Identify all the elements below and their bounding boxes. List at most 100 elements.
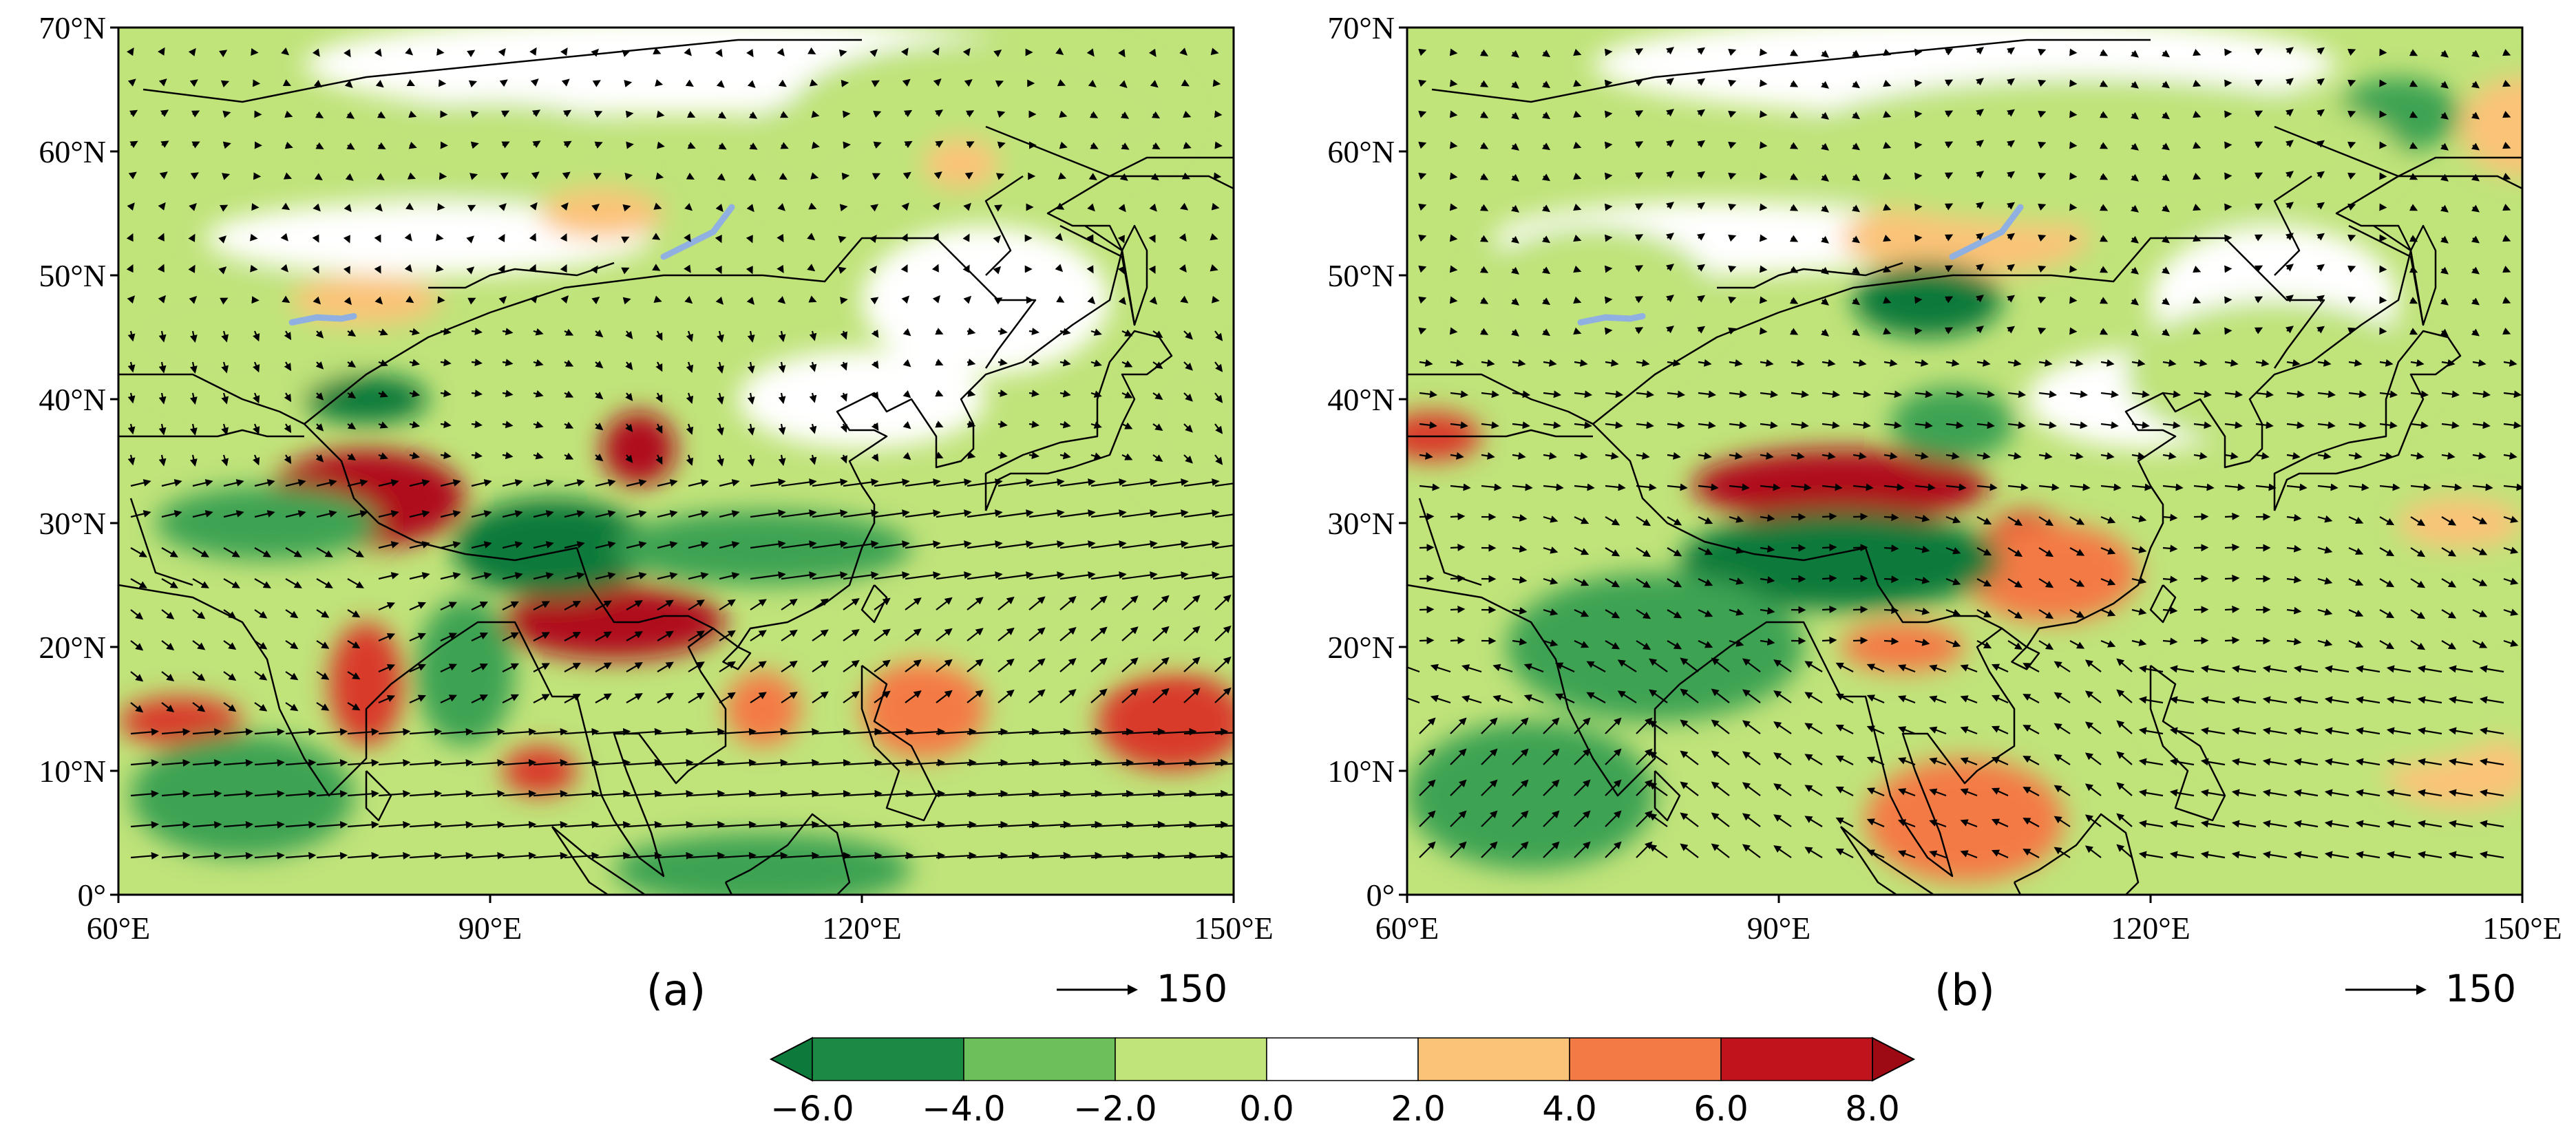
wind-vector (533, 541, 554, 549)
wind-vector (405, 295, 414, 304)
wind-vector (1059, 141, 1068, 149)
wind-vector (502, 541, 523, 549)
wind-vector (997, 478, 1034, 487)
wind-vector (871, 80, 880, 87)
wind-vector (595, 510, 616, 518)
wind-vector (932, 47, 940, 56)
wind-vector (529, 47, 537, 56)
anomaly-contour-region (1841, 622, 1965, 672)
wind-vector (1090, 390, 1102, 398)
wind-vector (1183, 110, 1192, 118)
wind-vector (965, 110, 975, 118)
wind-vector (1852, 544, 1868, 552)
wind-vector (376, 173, 385, 181)
wind-vector (931, 233, 939, 242)
panel-label: (b) (1934, 965, 1995, 1015)
wind-vector (378, 633, 396, 642)
wind-vector (471, 633, 488, 641)
wind-vector (1822, 512, 1837, 520)
wind-vector (1914, 327, 1923, 335)
wind-vector (192, 547, 209, 557)
colorbar-labels: −6.0 −4.0 −2.0 0.0 2.0 4.0 6.0 8.0 (770, 1089, 1899, 1129)
wind-vector (1121, 571, 1158, 580)
wind-vector (1059, 571, 1096, 580)
wind-vector (530, 78, 539, 87)
coastline (142, 39, 862, 103)
wind-vector (564, 572, 585, 580)
wind-vector (933, 171, 942, 180)
anomaly-contour-region (2398, 498, 2522, 548)
wind-vector (2224, 574, 2240, 582)
wind-vector (223, 609, 237, 619)
wind-vector (158, 330, 167, 343)
wind-vector (129, 109, 138, 118)
wind-vector (161, 609, 175, 619)
wind-vector (1059, 478, 1096, 487)
wind-vector (347, 360, 357, 368)
lon-axis-b: 60°E 90°E 120°E 150°E (1375, 895, 2562, 946)
wind-vector (1028, 596, 1046, 610)
wind-vector (467, 204, 476, 212)
wind-vector (967, 359, 976, 366)
wind-vector (188, 264, 196, 273)
wind-vector (964, 172, 973, 180)
lon-tick-label: 150°E (1194, 911, 1274, 946)
wind-vector (127, 202, 135, 211)
wind-vector (564, 359, 574, 367)
wind-vector (347, 453, 357, 461)
wind-vector (1152, 540, 1189, 549)
wind-vector (1213, 172, 1222, 180)
wind-vector (622, 297, 631, 305)
lat-tick-label: 70°N (1327, 10, 1395, 45)
wind-vector (282, 79, 291, 87)
wind-vector (997, 596, 1015, 610)
wind-vector (1214, 454, 1223, 465)
wind-vector (1028, 328, 1039, 336)
wind-vector (1028, 540, 1065, 549)
wind-vector (652, 233, 661, 240)
wind-vector (843, 478, 879, 487)
wind-vector (284, 110, 293, 118)
anomaly-contour-region (304, 374, 428, 424)
wind-vector (808, 295, 817, 303)
wind-vector (1822, 636, 1837, 644)
wind-vector (873, 110, 882, 118)
wind-vector (1055, 202, 1065, 210)
wind-vector (688, 510, 709, 518)
wind-vector (192, 609, 206, 619)
wind-vector (997, 358, 1008, 366)
wind-vector (130, 547, 147, 557)
wind-vector (409, 421, 421, 429)
wind-vector (1449, 296, 1458, 304)
wind-vector (655, 330, 663, 341)
wind-vector (778, 423, 786, 436)
wind-vector (409, 359, 421, 367)
wind-vector (130, 510, 151, 518)
wind-vector (777, 296, 786, 304)
anomaly-contour-region (2151, 647, 2522, 771)
wind-vector (905, 597, 922, 610)
wind-vector (1121, 422, 1133, 429)
wind-vector (1449, 48, 1458, 56)
wind-vector (715, 265, 722, 275)
wind-vector (1059, 328, 1071, 336)
lat-tick-label: 10°N (1327, 754, 1395, 789)
anomaly-contour-region (118, 697, 242, 746)
wind-vector (777, 47, 785, 56)
wind-vector (347, 391, 357, 399)
wind-vector (686, 392, 694, 404)
wind-vector (347, 547, 364, 557)
wind-vector (872, 173, 881, 180)
wind-vector (502, 601, 519, 610)
wind-vector (595, 330, 604, 338)
coastline (551, 826, 647, 895)
lon-axis-a: 60°E 90°E 120°E 150°E (87, 895, 1274, 946)
wind-vector (284, 361, 292, 372)
wind-vector (655, 454, 663, 465)
wind-vector (626, 479, 647, 487)
wind-vector (1211, 295, 1220, 304)
map-panel-a: 70°N 60°N 50°N 40°N 30°N 20°N 10°N 0° 60°E 90°E 1… (0, 0, 1287, 1032)
wind-vector (931, 264, 939, 273)
wind-vector (128, 171, 137, 180)
wind-vector (935, 328, 944, 335)
